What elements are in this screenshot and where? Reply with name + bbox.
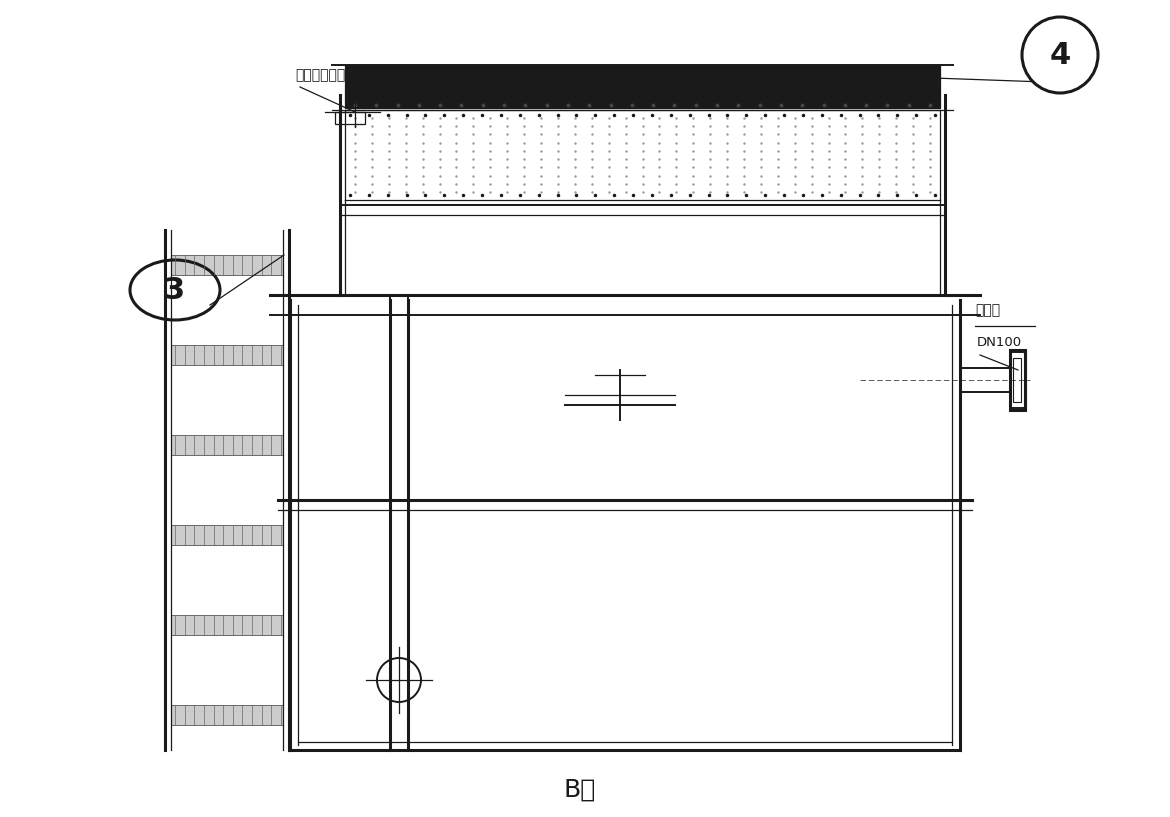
Bar [1013,358,1021,402]
Text: 4: 4 [1049,41,1071,69]
Text: DN100: DN100 [977,336,1023,349]
Text: 3: 3 [165,275,186,305]
Bar [335,112,365,124]
Bar [171,525,283,545]
Bar [171,255,283,275]
Bar [171,615,283,635]
Bar [1010,350,1025,410]
Bar [171,435,283,455]
Bar [171,705,283,725]
Text: 出泥口: 出泥口 [975,303,1000,317]
Text: B向: B向 [564,778,597,802]
Bar [171,345,283,365]
Text: 液位调节器组合: 液位调节器组合 [295,68,353,82]
Bar [345,65,940,108]
